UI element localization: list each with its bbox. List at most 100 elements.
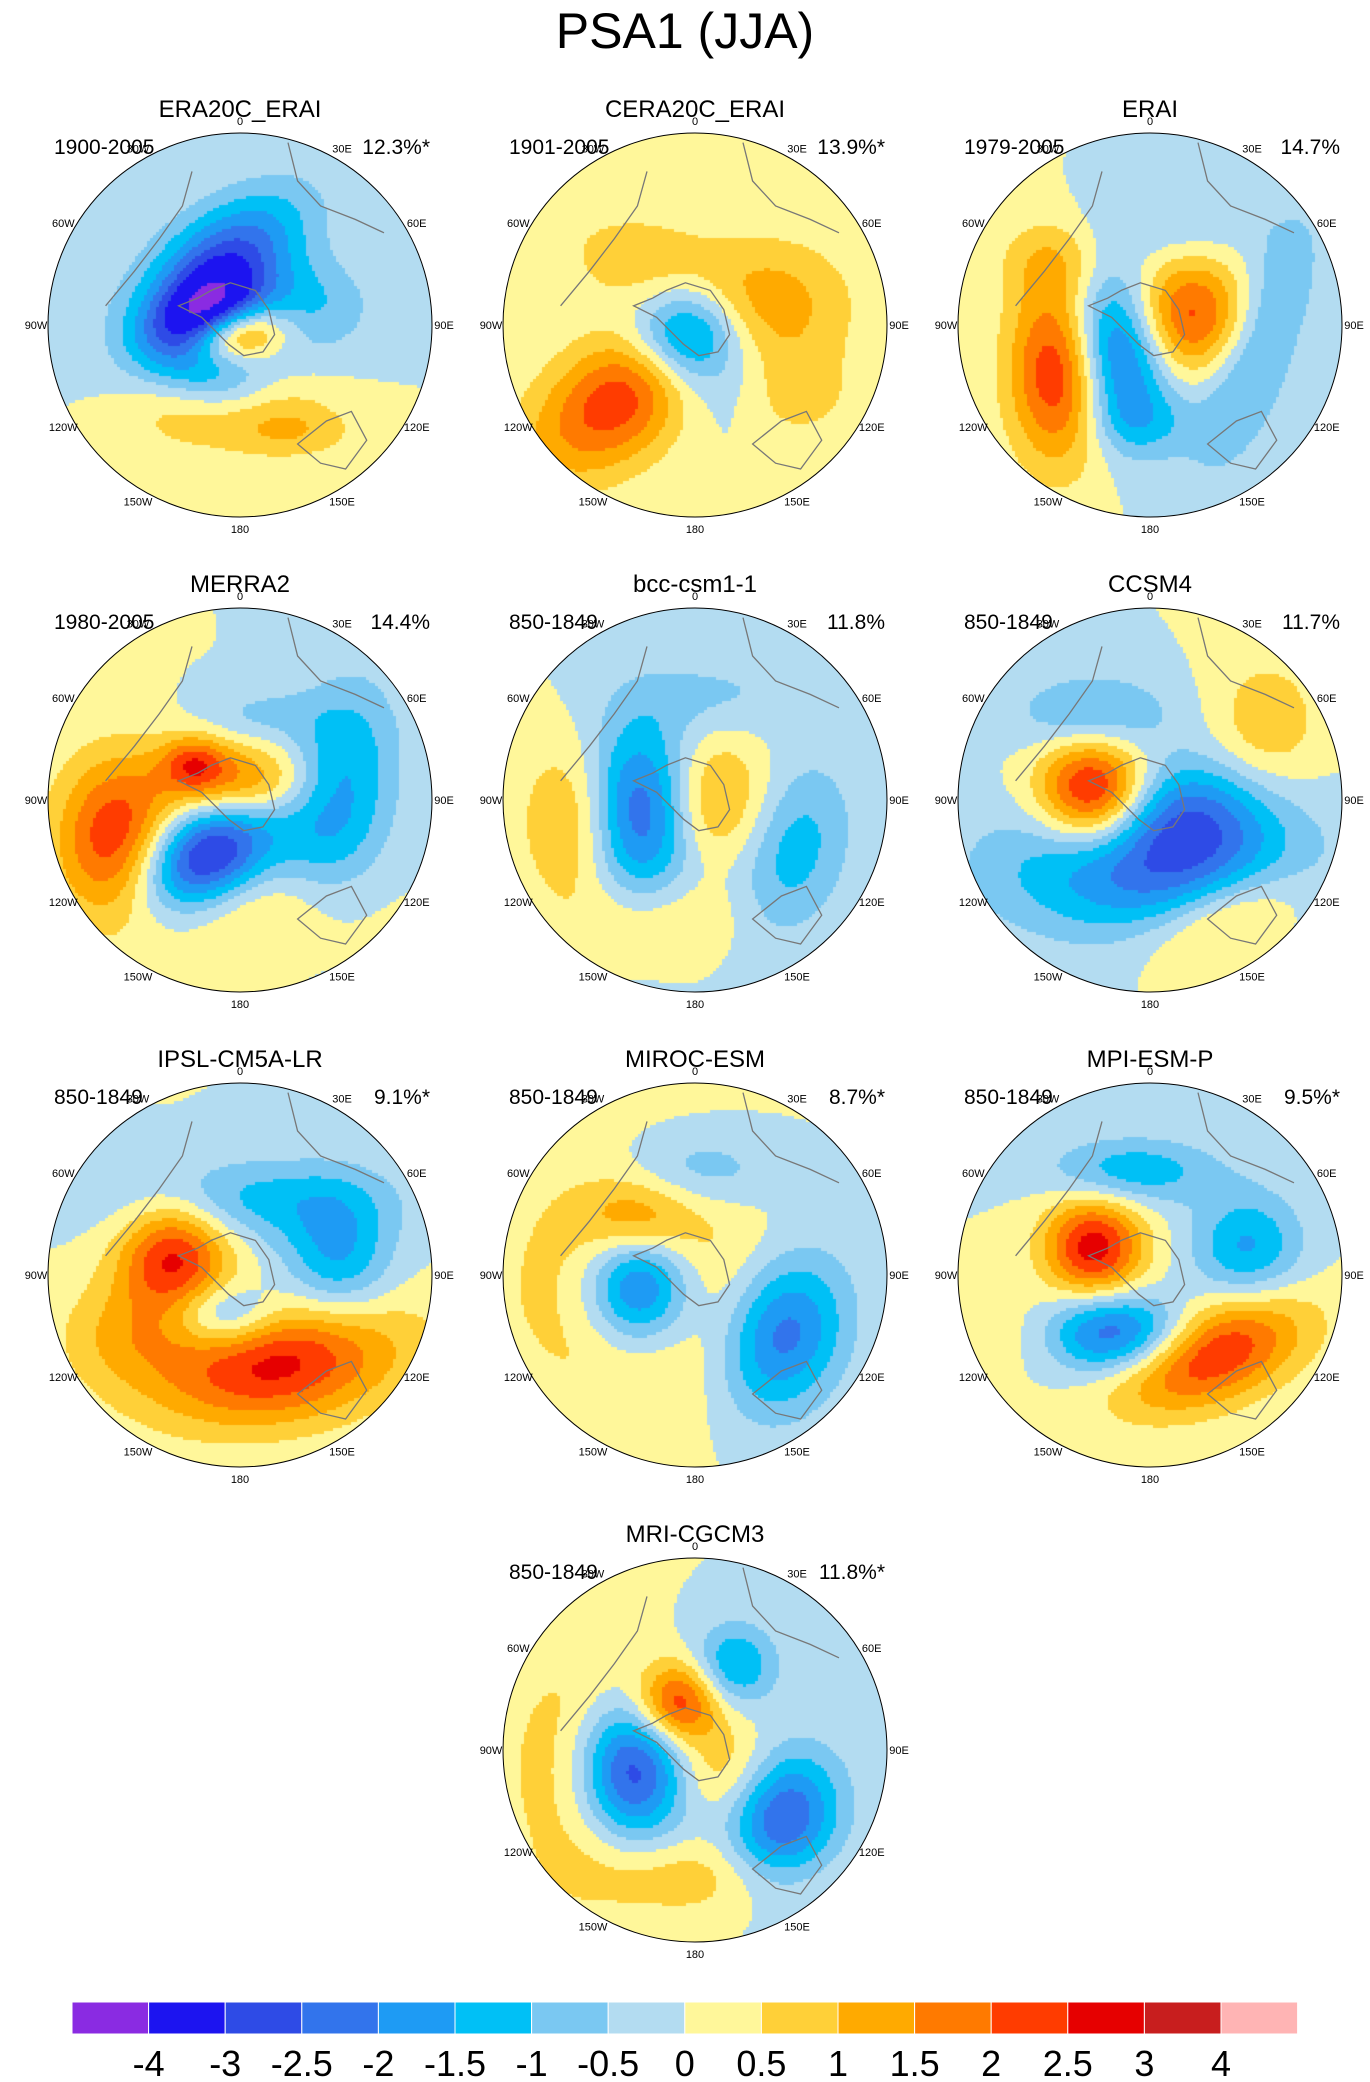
panel-period: 850-1849 xyxy=(509,611,598,634)
longitude-label: 120W xyxy=(504,422,533,434)
panel-period: 1980-2005 xyxy=(54,611,155,634)
panel-variance: 14.4% xyxy=(370,611,430,634)
longitude-label: 120W xyxy=(49,1372,78,1384)
longitude-label: 60W xyxy=(52,1168,75,1180)
longitude-label: 30E xyxy=(787,143,807,155)
map-panel: MIROC-ESM 850-1849 8.7%* 0 30E 60E 90E 120E 150E… xyxy=(475,1045,915,1485)
longitude-label: 120E xyxy=(404,897,430,909)
colorbar-tick-label: 0 xyxy=(675,2043,695,2080)
coastline xyxy=(177,282,276,357)
colorbar-tick-label: -2.5 xyxy=(271,2043,333,2080)
panel-period: 1901-2005 xyxy=(509,136,610,159)
longitude-label: 150W xyxy=(124,1447,153,1459)
polar-map: 0 30E 60E 90E 120E 150E 180 150W 120W 90W 60W 30W xyxy=(480,591,909,1010)
panel-title: MIROC-ESM xyxy=(625,1046,765,1073)
colorbar-swatch xyxy=(377,2002,456,2035)
longitude-label: 120W xyxy=(504,1847,533,1859)
coastline xyxy=(1206,1360,1278,1420)
map-panel: MRI-CGCM3 850-1849 11.8%* 0 30E 60E 90E 120E 150… xyxy=(475,1520,915,1960)
longitude-label: 90W xyxy=(935,320,958,332)
coastline xyxy=(632,282,731,357)
longitude-label: 150W xyxy=(579,972,608,984)
colorbar-swatch xyxy=(224,2002,303,2035)
longitude-label: 120E xyxy=(1314,422,1340,434)
colorbar-tick-label: 3 xyxy=(1134,2043,1154,2080)
longitude-label: 150W xyxy=(124,972,153,984)
longitude-label: 90E xyxy=(434,1270,454,1282)
coastline xyxy=(177,757,276,832)
colorbar-tick-label: 4 xyxy=(1211,2043,1231,2080)
polar-map: 0 30E 60E 90E 120E 150E 180 150W 120W 90W 60W 30W xyxy=(25,591,454,1010)
longitude-label: 30W xyxy=(127,143,150,155)
map-border xyxy=(957,132,1343,518)
coastline xyxy=(177,1232,276,1307)
longitude-label: 150E xyxy=(784,1447,810,1459)
anomaly-shading xyxy=(958,133,1342,517)
longitude-label: 180 xyxy=(1141,999,1159,1010)
colorbar-swatch xyxy=(990,2002,1069,2035)
coastline xyxy=(751,885,823,945)
coastline xyxy=(560,1596,648,1732)
colorbar-swatch xyxy=(760,2002,839,2035)
longitude-label: 150W xyxy=(579,497,608,509)
map-border xyxy=(47,132,433,518)
longitude-label: 30E xyxy=(787,1568,807,1580)
longitude-label: 30E xyxy=(1242,618,1262,630)
panel-title: CERA20C_ERAI xyxy=(604,96,786,123)
longitude-label: 90E xyxy=(434,320,454,332)
figure-title: PSA1 (JJA) xyxy=(555,3,815,59)
coastline xyxy=(1206,885,1278,945)
panel-variance: 9.5%* xyxy=(1283,1086,1340,1109)
longitude-label: 150E xyxy=(1239,1447,1265,1459)
longitude-label: 0 xyxy=(1147,1066,1153,1078)
longitude-label: 60W xyxy=(962,693,985,705)
longitude-label: 90E xyxy=(1344,320,1364,332)
longitude-label: 180 xyxy=(686,1949,704,1960)
longitude-label: 90E xyxy=(1344,795,1364,807)
longitude-label: 90W xyxy=(935,795,958,807)
coastlines xyxy=(1015,142,1295,508)
map-panel: MERRA2 1980-2005 14.4% 0 30E 60E 90E 120E 150E 18… xyxy=(20,570,460,1010)
longitude-label: 60E xyxy=(407,693,427,705)
longitude-label: 180 xyxy=(686,1474,704,1485)
longitude-label: 30E xyxy=(332,143,352,155)
longitude-label: 60E xyxy=(862,1643,882,1655)
longitude-label: 150E xyxy=(1239,497,1265,509)
map-border xyxy=(47,1082,433,1468)
longitude-label: 180 xyxy=(1141,524,1159,535)
polar-map: 0 30E 60E 90E 120E 150E 180 150W 120W 90W 60W 30W xyxy=(935,1066,1364,1485)
longitude-label: 150E xyxy=(784,497,810,509)
colorbar-swatch xyxy=(684,2002,762,2035)
anomaly-shading xyxy=(503,608,887,992)
panel-period: 1900-2005 xyxy=(54,136,155,159)
coastline xyxy=(296,885,368,945)
coastline xyxy=(105,1121,193,1257)
polar-map: 0 30E 60E 90E 120E 150E 180 150W 120W 90W 60W 30W xyxy=(480,116,909,535)
panel-period: 1979-2005 xyxy=(964,136,1065,159)
longitude-label: 120E xyxy=(859,422,885,434)
panel-variance: 13.9%* xyxy=(817,136,885,159)
longitude-label: 150W xyxy=(124,497,153,509)
panel-title: ERAI xyxy=(1121,96,1178,123)
longitude-label: 30E xyxy=(787,1093,807,1105)
map-border xyxy=(957,1082,1343,1468)
longitude-label: 120E xyxy=(1314,1372,1340,1384)
polar-map: 0 30E 60E 90E 120E 150E 180 150W 120W 90W 60W 30W xyxy=(25,116,454,535)
longitude-label: 90E xyxy=(889,1745,909,1757)
colorbar-swatch xyxy=(148,2002,226,2035)
longitude-label: 60W xyxy=(507,1643,530,1655)
longitude-label: 150W xyxy=(1034,497,1063,509)
coastline xyxy=(1197,1092,1295,1184)
longitude-label: 60W xyxy=(962,218,985,230)
longitude-label: 30W xyxy=(127,618,150,630)
coastline xyxy=(296,410,368,470)
panel-variance: 9.1%* xyxy=(373,1086,430,1109)
coastline xyxy=(751,410,823,470)
panel-title: IPSL-CM5A-LR xyxy=(157,1046,323,1073)
coastline xyxy=(287,617,385,709)
longitude-label: 0 xyxy=(237,591,243,603)
longitude-label: 180 xyxy=(231,999,249,1010)
anomaly-shading xyxy=(958,608,1342,992)
longitude-label: 0 xyxy=(237,1066,243,1078)
longitude-label: 150W xyxy=(1034,1447,1063,1459)
